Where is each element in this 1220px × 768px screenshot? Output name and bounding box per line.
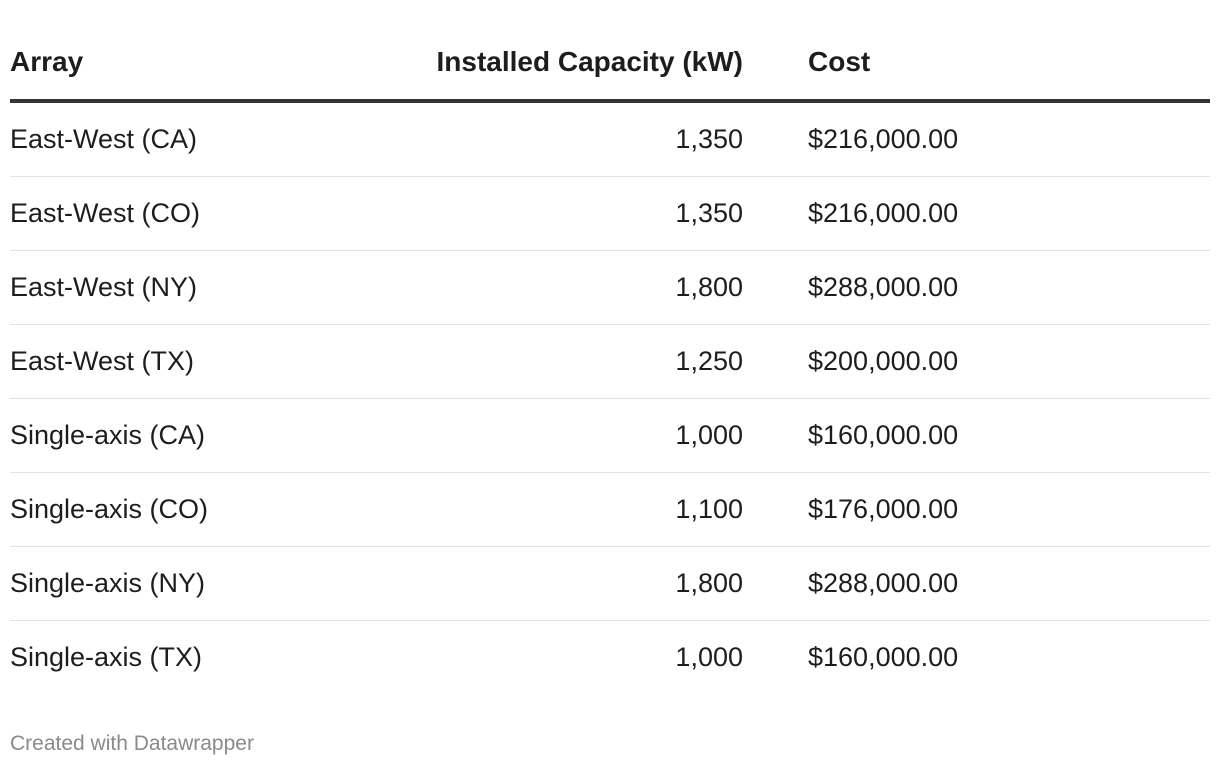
cell-array: East-West (NY) xyxy=(10,250,340,325)
cell-capacity: 1,800 xyxy=(340,546,743,621)
column-header-label: Cost xyxy=(808,46,871,77)
cell-gap xyxy=(743,398,808,473)
cell-cost: $200,000.00 xyxy=(808,324,1210,399)
table-row: East-West (TX) 1,250 $200,000.00 xyxy=(10,324,1210,399)
column-header-label: Array xyxy=(10,46,84,77)
cell-array: Single-axis (NY) xyxy=(10,546,340,621)
cell-gap xyxy=(743,250,808,325)
table-row: Single-axis (CA) 1,000 $160,000.00 xyxy=(10,398,1210,473)
cell-capacity: 1,350 xyxy=(340,101,743,177)
cell-cost: $160,000.00 xyxy=(808,642,959,672)
table-header-row: Array Installed Capacity (kW) Cost xyxy=(10,0,1210,103)
column-header-label: Installed Capacity (kW) xyxy=(436,46,743,77)
cell-cost: $288,000.00 xyxy=(808,546,1210,621)
cell-array: Single-axis (TX) xyxy=(10,642,203,672)
cell-array: East-West (CO) xyxy=(10,176,340,251)
cell-capacity: 1,350 xyxy=(340,176,743,251)
cell-cost: $288,000.00 xyxy=(808,250,1210,325)
cell-gap xyxy=(743,472,808,547)
cell-array: Single-axis (CA) xyxy=(10,398,340,473)
cell-array: East-West (TX) xyxy=(10,324,340,399)
cell-cost: $216,000.00 xyxy=(808,101,1210,177)
table-row: Single-axis (NY) 1,800 $288,000.00 xyxy=(10,546,1210,621)
column-gap xyxy=(743,0,808,103)
table-body: East-West (CA) 1,350 $216,000.00 East-West … xyxy=(10,101,1210,694)
column-header-capacity[interactable]: Installed Capacity (kW) xyxy=(340,0,743,103)
cell-cost: $176,000.00 xyxy=(808,472,1210,547)
cell-capacity: 1,250 xyxy=(340,324,743,399)
cell-capacity: 1,800 xyxy=(340,250,743,325)
column-header-cost[interactable]: Cost xyxy=(808,0,1210,103)
data-table: Array Installed Capacity (kW) Cost East-… xyxy=(10,0,1210,694)
table-row: Single-axis (TX) 1,000 $160,000.00 xyxy=(10,621,1210,695)
cell-gap xyxy=(743,176,808,251)
cell-array: Single-axis (CO) xyxy=(10,472,340,547)
table-row: Single-axis (CO) 1,100 $176,000.00 xyxy=(10,472,1210,547)
datawrapper-credit[interactable]: Created with Datawrapper xyxy=(10,732,254,755)
cell-gap xyxy=(743,546,808,621)
cell-capacity: 1,100 xyxy=(340,472,743,547)
cell-gap xyxy=(743,324,808,399)
cell-capacity: 1,000 xyxy=(675,642,743,672)
table-row: East-West (CA) 1,350 $216,000.00 xyxy=(10,101,1210,177)
table-row: East-West (CO) 1,350 $216,000.00 xyxy=(10,176,1210,251)
cell-capacity: 1,000 xyxy=(340,398,743,473)
cell-cost: $216,000.00 xyxy=(808,176,1210,251)
data-table-container: Array Installed Capacity (kW) Cost East-… xyxy=(10,0,1210,694)
table-row: East-West (NY) 1,800 $288,000.00 xyxy=(10,250,1210,325)
cell-cost: $160,000.00 xyxy=(808,398,1210,473)
cell-array: East-West (CA) xyxy=(10,101,340,177)
cell-gap xyxy=(743,101,808,177)
column-header-array[interactable]: Array xyxy=(10,0,340,103)
cell-gap xyxy=(743,621,808,695)
